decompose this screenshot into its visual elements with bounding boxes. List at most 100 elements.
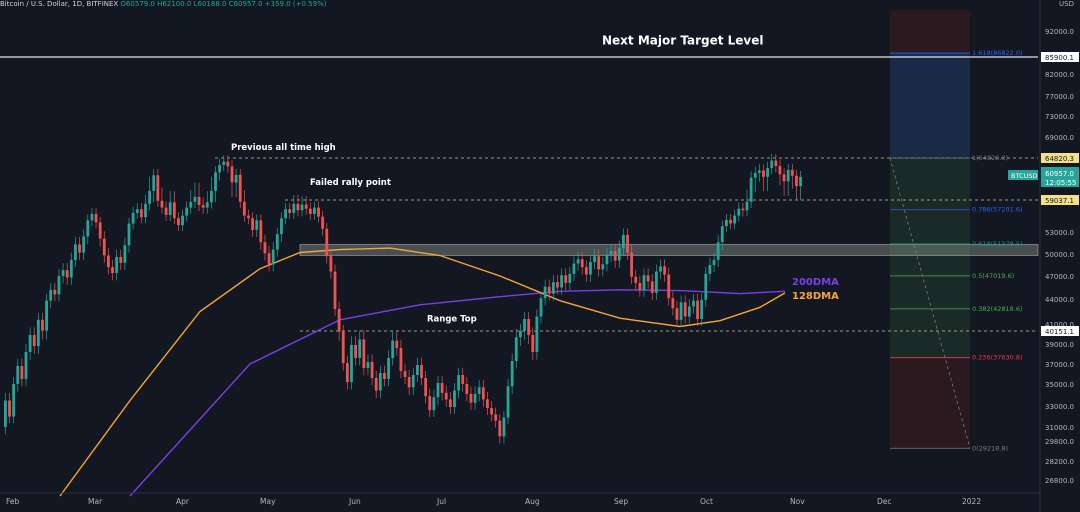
candle-body xyxy=(757,170,761,173)
candle-body xyxy=(461,375,465,384)
candle-body xyxy=(222,161,226,165)
y-tick-label: 33000.0 xyxy=(1045,403,1074,411)
candle-body xyxy=(469,393,473,403)
y-tick-label: 82000.0 xyxy=(1045,71,1074,79)
low-value: L60188.0 xyxy=(193,0,227,8)
candle-body xyxy=(238,174,242,202)
candle-body xyxy=(457,375,460,391)
candle-body xyxy=(411,375,415,388)
symbol-tag-label: BTCUSD xyxy=(1011,172,1037,180)
candle-body xyxy=(663,266,666,275)
high-value: H62100.0 xyxy=(157,0,192,8)
y-tick-label: 44000.0 xyxy=(1045,296,1074,304)
candle-body xyxy=(453,390,456,408)
candle-body xyxy=(168,202,172,216)
candle-body xyxy=(259,220,263,243)
candle-body xyxy=(523,319,526,331)
ma128-line xyxy=(59,247,786,497)
candle-body xyxy=(444,392,448,400)
candle-body xyxy=(502,417,506,437)
candle-body xyxy=(321,216,325,229)
fib-zone-upper xyxy=(890,53,970,159)
candle-body xyxy=(675,308,679,320)
x-tick-label: Jul xyxy=(436,497,446,506)
price-tag-label: 64820.3 xyxy=(1045,155,1074,163)
candle-body xyxy=(407,377,411,388)
y-tick-label: 73000.0 xyxy=(1045,113,1074,121)
candle-body xyxy=(572,263,576,274)
candle-body xyxy=(584,267,588,275)
candle-body xyxy=(345,363,349,382)
candle-body xyxy=(102,238,106,256)
candle-body xyxy=(32,334,36,346)
candle-body xyxy=(139,209,143,218)
candle-body xyxy=(527,319,531,335)
y-tick-label: 77000.0 xyxy=(1045,93,1074,101)
close-value: C60957.0 xyxy=(228,0,263,8)
symbol-label: Bitcoin / U.S. Dollar, 1D, BITFINEX xyxy=(0,0,119,8)
candle-body xyxy=(683,302,687,317)
candle-body xyxy=(337,309,341,332)
candle-body xyxy=(82,236,86,253)
candle-body xyxy=(193,196,197,202)
candle-body xyxy=(119,256,123,263)
y-tick-label: 47000.0 xyxy=(1045,273,1074,281)
candle-body xyxy=(795,175,798,187)
candle-body xyxy=(741,208,745,211)
candle-body xyxy=(564,275,568,283)
candle-body xyxy=(325,228,329,257)
candle-body xyxy=(69,259,73,278)
candle-body xyxy=(226,161,230,167)
y-tick-label: 28200.0 xyxy=(1045,458,1074,466)
y-tick-label: 50000.0 xyxy=(1045,251,1074,259)
resistance-zone xyxy=(299,243,1039,256)
candle-body xyxy=(218,164,222,173)
x-tick-label: Feb xyxy=(6,497,20,506)
candle-body xyxy=(642,275,646,290)
candle-body xyxy=(350,345,353,382)
candle-body xyxy=(271,249,275,265)
candle-body xyxy=(473,393,477,403)
candle-body xyxy=(391,340,395,358)
candle-body xyxy=(234,174,238,183)
candle-body xyxy=(704,273,708,300)
candle-body xyxy=(420,365,423,378)
y-tick-label: 41000.0 xyxy=(1045,321,1074,329)
x-tick-label: Apr xyxy=(176,497,190,506)
candle-body xyxy=(753,172,757,178)
candle-body xyxy=(57,276,61,295)
y-tick-label: 31000.0 xyxy=(1045,424,1074,432)
candle-body xyxy=(284,209,287,219)
candle-body xyxy=(650,281,654,293)
candle-body xyxy=(506,386,510,418)
candle-body xyxy=(799,177,802,187)
candle-body xyxy=(127,223,131,246)
fib-zone-middle xyxy=(890,158,970,358)
candle-body xyxy=(708,265,712,274)
candle-body xyxy=(90,213,94,221)
current-price-box xyxy=(1041,167,1079,187)
x-tick-label: 2022 xyxy=(962,497,981,506)
x-tick-label: Sep xyxy=(614,497,628,506)
candle-body xyxy=(148,190,151,204)
symbol-header: Bitcoin / U.S. Dollar, 1D, BITFINEX O605… xyxy=(0,0,326,8)
price-tag-box xyxy=(1041,152,1079,163)
price-tag-box xyxy=(1041,325,1079,336)
candle-body xyxy=(630,252,634,277)
candle-body xyxy=(416,365,419,375)
candle-body xyxy=(263,242,267,254)
candle-body xyxy=(700,299,704,319)
candle-body xyxy=(189,201,193,208)
candle-body xyxy=(341,331,345,363)
x-tick-label: Mar xyxy=(88,497,103,506)
candle-body xyxy=(123,245,127,263)
candle-body xyxy=(16,366,20,384)
candle-body xyxy=(560,275,563,288)
y-tick-label: 29800.0 xyxy=(1045,438,1074,446)
fib-level-label: 0.236(37630.8) xyxy=(972,354,1023,362)
candle-body xyxy=(358,339,362,358)
candle-body xyxy=(86,220,90,237)
symbol-tag-box xyxy=(1008,170,1038,180)
candle-body xyxy=(733,215,737,224)
